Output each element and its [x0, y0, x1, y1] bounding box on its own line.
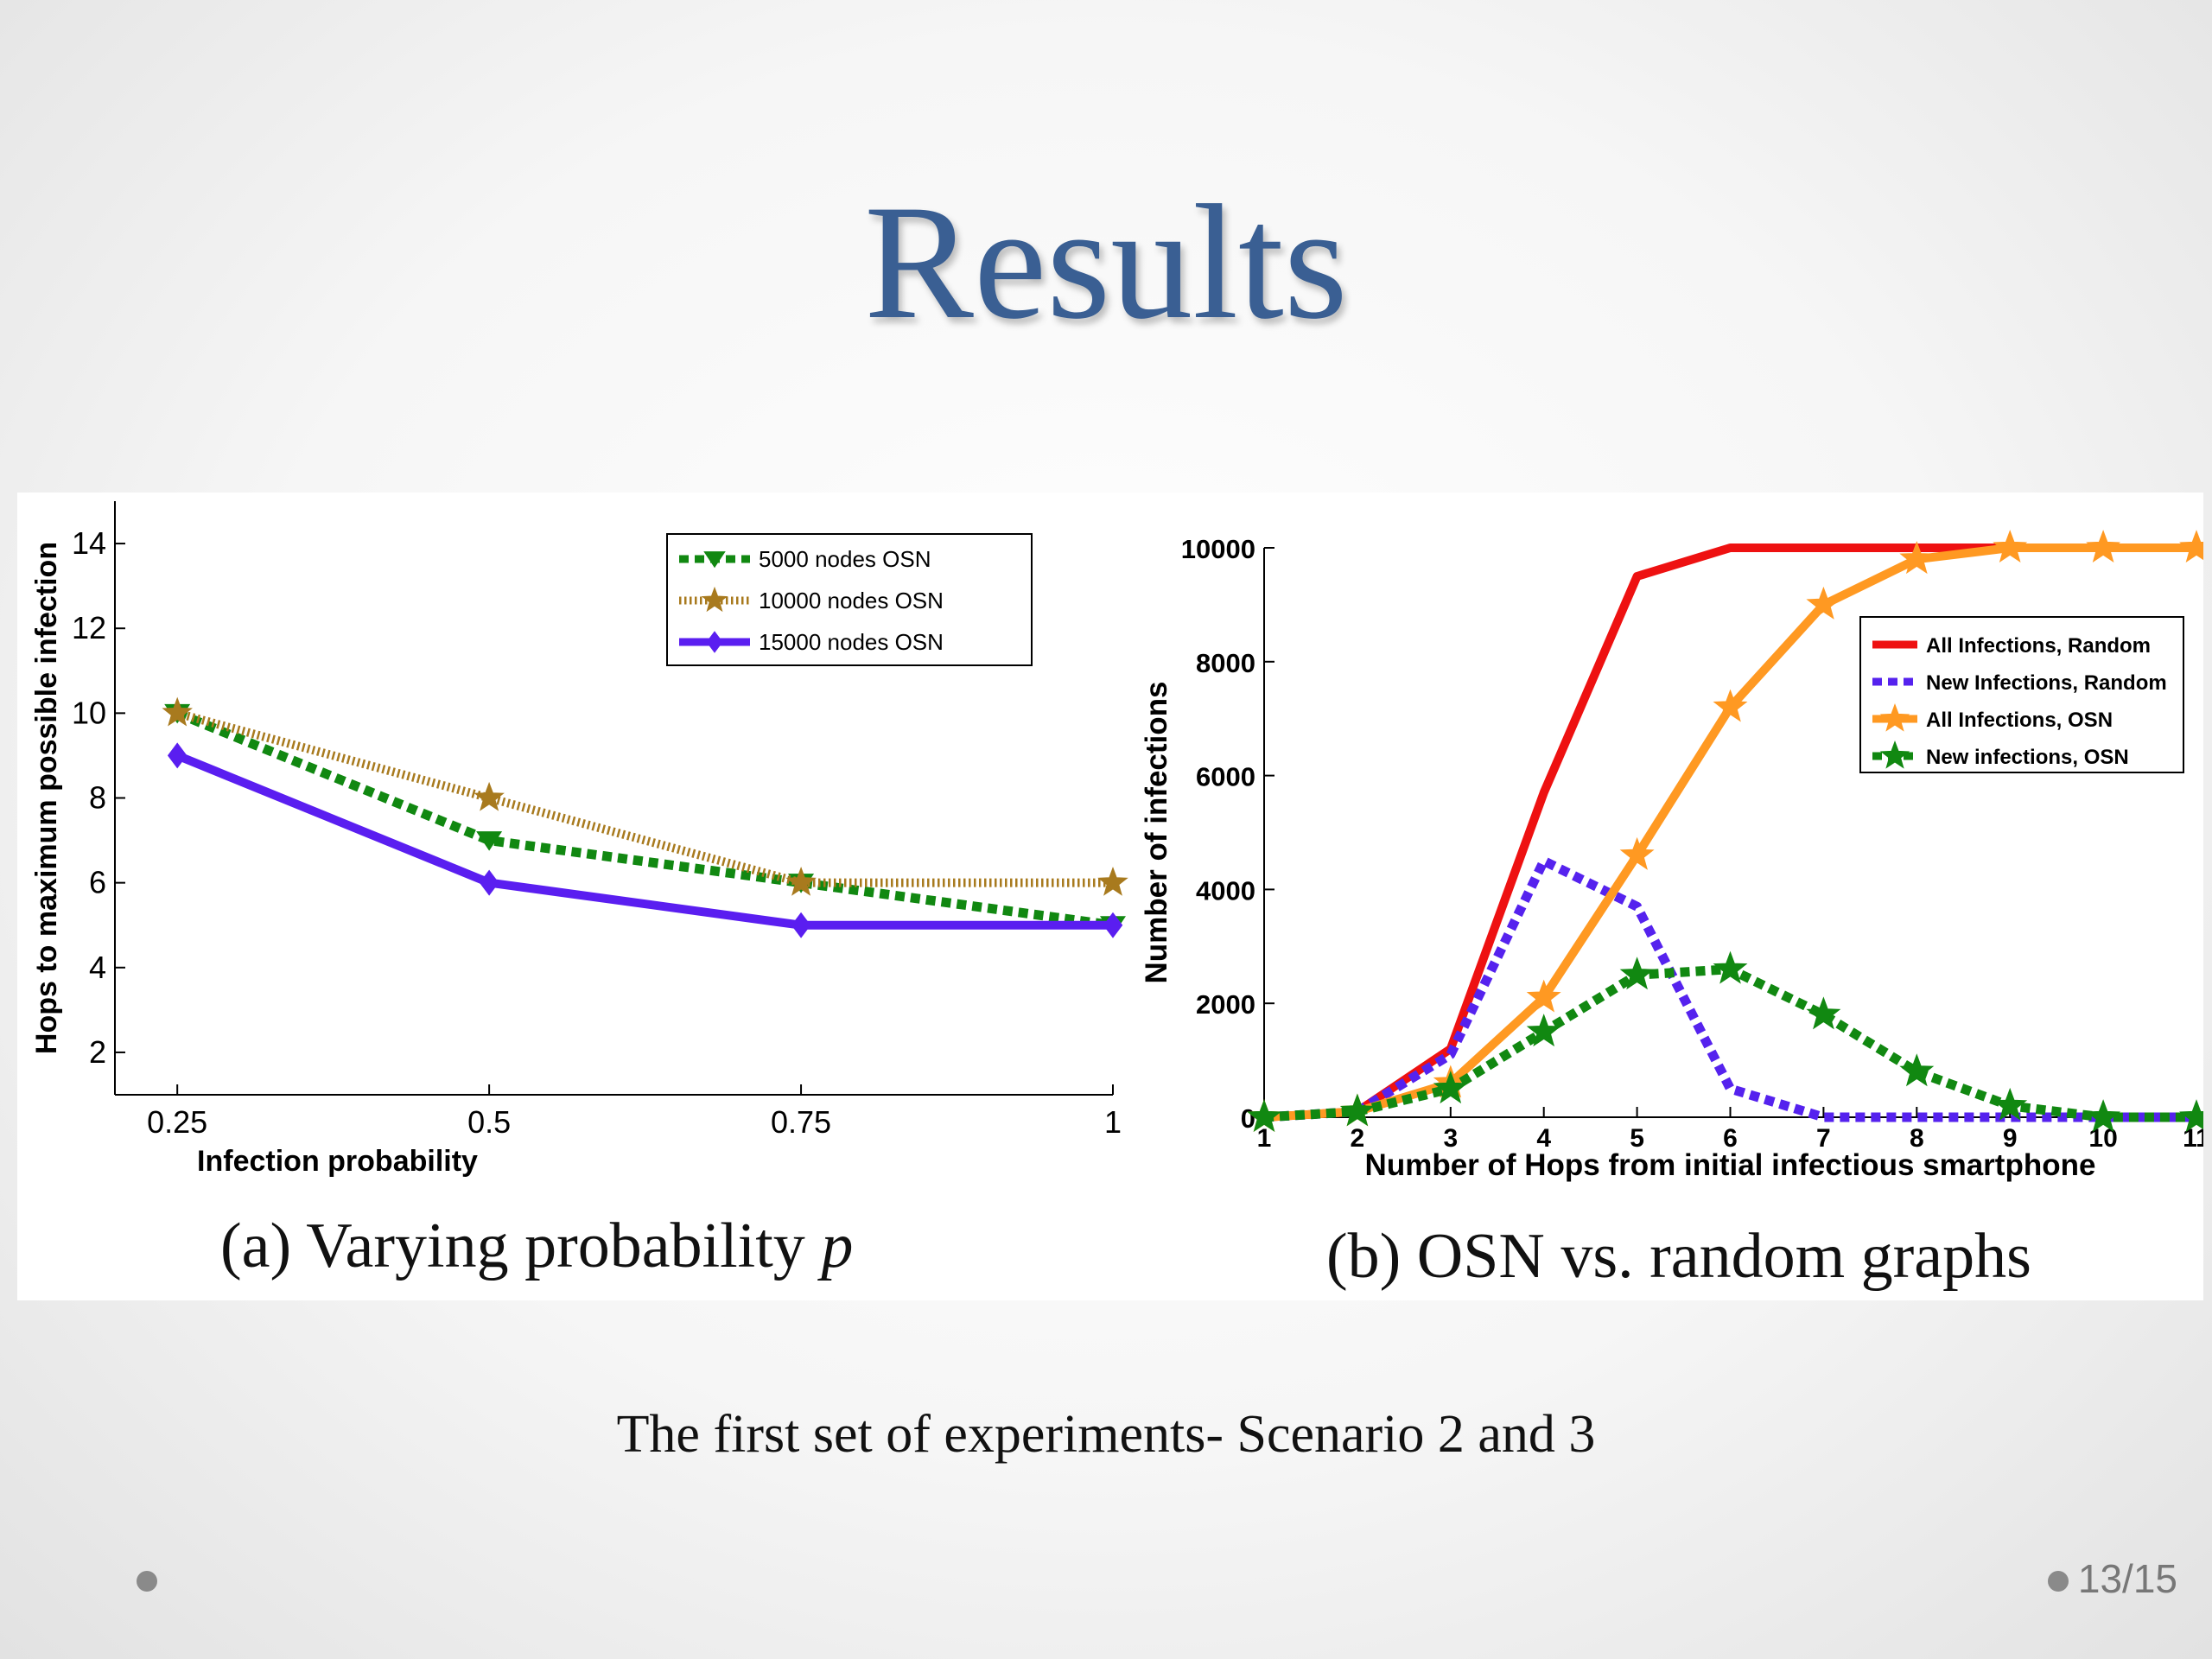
chart-b-x-tick-label: 7: [1816, 1124, 1831, 1153]
chart-b-legend-label: All Infections, OSN: [1926, 709, 2113, 732]
chart-b-data-point: [1339, 1093, 1375, 1127]
page-number: 13/15: [2077, 1556, 2177, 1601]
chart-b-y-axis-label: Number of infections: [1140, 681, 1173, 983]
chart-a-legend-marker: [701, 586, 728, 613]
chart-b-data-point: [1526, 1014, 1561, 1047]
figure-panel: 2 4 6 8 10 12 14 0.25 0.5 0.75 1 Infection probabil…: [17, 493, 2203, 1300]
chart-a: 2 4 6 8 10 12 14 0.25 0.5 0.75 1 Infection probabil…: [30, 501, 1128, 1178]
chart-b-legend-label: All Infections, Random: [1926, 634, 2151, 658]
chart-a-legend: 5000 nodes OSN 10000 nodes OSN 15000 nodes…: [666, 533, 1033, 666]
chart-b-legend-label: New infections, OSN: [1926, 746, 2129, 769]
chart-a-y-tick-label: 6: [89, 865, 106, 900]
chart-b-x-tick-label: 6: [1723, 1124, 1738, 1153]
chart-b-legend-label: New Infections, Random: [1926, 671, 2167, 695]
chart-b-legend-marker: [1879, 740, 1910, 769]
chart-a-data-point: [1103, 912, 1123, 938]
chart-a-y-tick-label: 14: [72, 525, 106, 561]
chart-a-legend-label: 10000 nodes OSN: [759, 588, 944, 613]
chart-a-legend-label: 5000 nodes OSN: [759, 546, 931, 572]
chart-a-data-point: [479, 869, 499, 896]
chart-b-caption: (b) OSN vs. random graphs: [1326, 1221, 2031, 1292]
chart-b-data-point: [1619, 957, 1655, 990]
chart-a-y-tick-label: 2: [89, 1034, 106, 1070]
chart-b-data-point: [2179, 1099, 2203, 1132]
chart-a-legend-marker: [703, 551, 726, 569]
chart-b-x-tick-label: 1: [1257, 1124, 1272, 1153]
chart-a-caption-var: p: [821, 1211, 854, 1281]
chart-a-data-point: [785, 866, 817, 896]
chart-a-legend-label: 15000 nodes OSN: [759, 629, 944, 655]
chart-a-legend-marker: [706, 631, 723, 653]
chart-b-series-3: [1247, 950, 2203, 1132]
chart-b-y-tick-label: 0: [1241, 1103, 1255, 1134]
chart-b-data-point: [2086, 530, 2121, 563]
chart-b-x-axis-label: Number of Hops from initial infectious s…: [1365, 1148, 2096, 1182]
slide-title: Results: [864, 172, 1348, 353]
chart-b-y-tick-label: 6000: [1196, 762, 1255, 792]
chart-a-y-tick-label: 4: [89, 950, 106, 985]
chart-b-data-point: [1993, 530, 2028, 563]
chart-b-data-point: [1713, 950, 1748, 984]
left-bullet-dot: [137, 1571, 157, 1592]
slide-subtitle: The first set of experiments- Scenario 2…: [616, 1405, 1596, 1464]
chart-a-series-line: [175, 709, 1113, 887]
chart-b-data-point: [1713, 689, 1748, 722]
chart-b-y-tick-label: 8000: [1196, 648, 1255, 678]
chart-a-data-point: [167, 742, 188, 769]
chart-a-y-tick-label: 10: [72, 695, 106, 730]
chart-a-y-axis-label: Hops to maximum possible infection: [30, 542, 63, 1054]
chart-a-x-tick-label: 1: [1104, 1104, 1122, 1140]
chart-b-data-point: [1993, 1087, 2028, 1121]
chart-b-x-tick-label: 11: [2183, 1124, 2203, 1153]
chart-a-series-line: [175, 709, 1114, 931]
chart-a-x-axis-label: Infection probability: [197, 1145, 478, 1178]
chart-b-x-tick-label: 4: [1536, 1124, 1551, 1153]
chart-a-caption: (a) Varying probability p: [220, 1211, 854, 1281]
chart-b-data-point: [1619, 836, 1655, 870]
chart-b-x-tick-label: 9: [2003, 1124, 2018, 1153]
page-bullet-dot: [2048, 1571, 2069, 1592]
chart-b-data-point: [1806, 996, 1841, 1030]
chart-a-data-point: [1097, 866, 1128, 896]
chart-b-y-tick-label: 2000: [1196, 989, 1255, 1020]
chart-b-y-tick-label: 10000: [1181, 534, 1255, 564]
chart-a-y-tick-label: 12: [72, 610, 106, 645]
chart-b-data-point: [1247, 1099, 1281, 1132]
chart-a-series-2: [167, 742, 1123, 938]
chart-a-y-tick-label: 8: [89, 780, 106, 816]
chart-b-data-point: [1899, 1053, 1935, 1087]
chart-b-data-point: [1806, 586, 1841, 620]
chart-a-x-tick-label: 0.5: [467, 1104, 511, 1140]
chart-a-x-tick-label: 0.75: [771, 1104, 831, 1140]
chart-a-data-point: [162, 696, 193, 727]
chart-a-series-1: [162, 696, 1128, 896]
chart-b-data-point: [1899, 541, 1935, 575]
chart-a-data-point: [791, 912, 811, 938]
chart-b-x-tick-label: 3: [1443, 1124, 1458, 1153]
chart-b-data-point: [2086, 1099, 2121, 1132]
chart-b-x-tick-label: 2: [1351, 1124, 1365, 1153]
chart-a-x-tick-label: 0.25: [147, 1104, 207, 1140]
chart-b-data-point: [1433, 1071, 1468, 1104]
chart-b-x-tick-label: 5: [1630, 1124, 1644, 1153]
chart-a-series-line: [175, 751, 1113, 930]
chart-b-legend-marker: [1879, 702, 1910, 732]
chart-b-data-point: [2179, 530, 2203, 563]
chart-b-legend: All Infections, Random New Infections, Ra…: [1859, 616, 2184, 773]
chart-b-x-tick-label: 8: [1910, 1124, 1924, 1153]
chart-b-data-point: [1526, 979, 1561, 1013]
chart-a-data-point: [474, 781, 505, 811]
chart-b-y-tick-label: 4000: [1196, 875, 1255, 906]
chart-a-data-point: [476, 831, 503, 851]
